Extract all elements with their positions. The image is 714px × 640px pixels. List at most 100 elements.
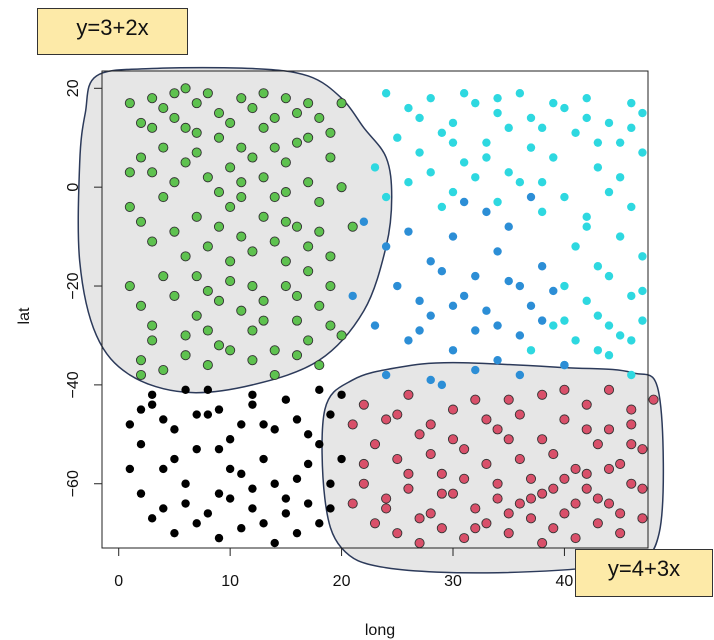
- black-point: [248, 484, 257, 493]
- green-point: [191, 211, 202, 222]
- black-point: [326, 479, 335, 488]
- green-point: [325, 280, 336, 292]
- annotation-left: y=3+2x: [37, 8, 188, 55]
- blue-point: [471, 365, 480, 375]
- red-point: [492, 478, 503, 489]
- x-axis-title: long: [365, 622, 395, 639]
- green-point: [258, 172, 269, 183]
- cyan-point: [615, 232, 625, 241]
- blue-point: [515, 331, 525, 340]
- black-point: [159, 464, 168, 474]
- green-point: [247, 246, 258, 257]
- red-point: [425, 449, 436, 460]
- data-points: [124, 83, 659, 549]
- green-point: [191, 310, 202, 321]
- black-point: [292, 474, 302, 483]
- green-point: [258, 295, 269, 306]
- green-point: [202, 325, 213, 336]
- blue-point: [482, 306, 491, 315]
- black-point: [259, 519, 268, 528]
- green-point: [269, 345, 280, 356]
- cyan-point: [426, 93, 435, 103]
- cyan-point: [615, 138, 625, 147]
- green-point: [213, 187, 225, 198]
- green-point: [180, 251, 191, 262]
- y-tick-label: 0: [65, 183, 82, 192]
- cyan-point: [593, 311, 603, 320]
- red-point: [559, 508, 570, 519]
- black-point: [303, 499, 313, 508]
- green-point: [236, 191, 247, 203]
- red-point: [514, 453, 525, 465]
- black-point: [248, 504, 257, 513]
- black-point: [337, 454, 346, 464]
- red-point: [436, 523, 447, 534]
- black-point: [237, 420, 246, 429]
- cyan-point: [582, 222, 591, 231]
- green-point: [247, 280, 258, 292]
- cyan-point: [627, 123, 636, 133]
- green-point: [336, 98, 347, 109]
- black-point: [159, 415, 168, 424]
- blue-point: [504, 276, 513, 286]
- green-point: [225, 345, 236, 356]
- red-point: [358, 399, 369, 410]
- cyan-point: [515, 178, 525, 187]
- black-point: [281, 509, 291, 518]
- green-point: [236, 93, 247, 104]
- green-point: [280, 280, 291, 292]
- red-point: [447, 404, 459, 415]
- green-point: [213, 221, 225, 232]
- blue-point: [426, 375, 435, 385]
- red-point: [603, 424, 615, 435]
- black-point: [147, 400, 157, 409]
- green-point: [147, 320, 158, 331]
- green-point: [158, 365, 169, 376]
- green-point: [303, 98, 314, 109]
- blue-point: [437, 266, 447, 276]
- red-point: [470, 394, 481, 405]
- red-point: [503, 434, 514, 445]
- blue-point: [448, 346, 458, 355]
- cyan-point: [571, 336, 580, 345]
- green-point: [291, 350, 303, 361]
- green-point: [269, 142, 280, 153]
- blue-point: [415, 296, 424, 306]
- green-point: [236, 142, 247, 153]
- cyan-point: [582, 296, 591, 306]
- red-point: [559, 473, 570, 484]
- blue-point: [426, 311, 435, 320]
- black-point: [147, 514, 157, 523]
- green-point: [202, 241, 213, 252]
- green-point: [247, 355, 258, 366]
- cyan-point: [415, 113, 424, 123]
- red-point: [414, 513, 425, 524]
- x-tick-label: 20: [333, 573, 351, 590]
- red-point: [626, 478, 637, 489]
- blue-point: [359, 217, 369, 226]
- cyan-point: [638, 252, 647, 261]
- red-point: [581, 468, 592, 479]
- green-point: [258, 211, 269, 222]
- blue-point: [426, 257, 435, 266]
- green-point: [147, 167, 158, 178]
- cyan-point: [615, 331, 625, 340]
- red-point: [548, 449, 559, 460]
- green-point: [291, 290, 303, 301]
- red-point: [559, 414, 570, 425]
- blue-point: [459, 291, 469, 301]
- cyan-point: [437, 202, 447, 212]
- black-point: [159, 504, 168, 513]
- blue-point: [515, 370, 525, 380]
- cyan-point: [370, 163, 380, 172]
- cyan-point: [638, 108, 647, 118]
- region-polygons: [77, 66, 665, 574]
- black-point: [214, 444, 224, 454]
- red-point: [425, 419, 436, 430]
- green-point: [158, 142, 169, 153]
- green-point: [213, 295, 225, 306]
- red-point: [403, 389, 414, 400]
- green-point: [169, 226, 180, 237]
- green-point: [314, 300, 325, 311]
- green-point: [158, 191, 169, 203]
